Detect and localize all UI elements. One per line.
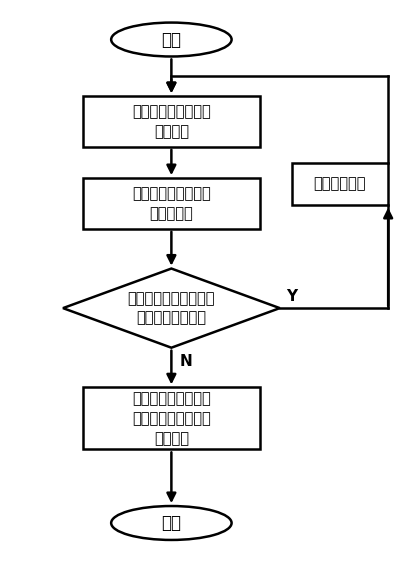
Text: 开始: 开始	[162, 30, 182, 49]
Bar	[83, 178, 260, 229]
Text: 确定系统工业负荷试
探性上限: 确定系统工业负荷试 探性上限	[132, 104, 211, 139]
Ellipse shape	[111, 506, 232, 540]
Bar	[83, 96, 260, 147]
Text: 增大拓展系数: 增大拓展系数	[314, 176, 366, 191]
Text: 取上一次的工业负荷
试探性上限作为工业
负荷上限: 取上一次的工业负荷 试探性上限作为工业 负荷上限	[132, 391, 211, 446]
Bar	[292, 163, 388, 205]
Text: 求出此时工业负荷极
端波动曲线: 求出此时工业负荷极 端波动曲线	[132, 186, 211, 221]
Bar	[83, 387, 260, 449]
Polygon shape	[63, 268, 280, 348]
Text: 结束: 结束	[162, 514, 182, 532]
Text: 判断该次极端波动工业
负荷能否被容纳？: 判断该次极端波动工业 负荷能否被容纳？	[128, 291, 215, 325]
Ellipse shape	[111, 23, 232, 57]
Text: N: N	[179, 355, 192, 369]
Text: Y: Y	[286, 289, 297, 304]
